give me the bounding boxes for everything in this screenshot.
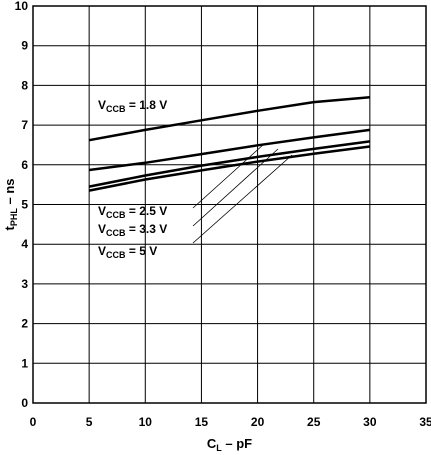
x-axis-title-main: C — [207, 436, 217, 451]
series-annotations: VCCB = 1.8 V VCCB = 2.5 V VCCB = 3.3 V VCCB… — [98, 98, 167, 260]
x-tick-labels: 0 5 10 15 20 25 30 35 — [30, 415, 431, 429]
y-axis-title-main: t — [2, 225, 17, 230]
series-line-1 — [88, 96, 371, 142]
y-axis-title: tPHL – ns — [2, 179, 19, 231]
leader-line-3 — [192, 148, 279, 227]
series-line-4 — [88, 145, 371, 192]
x-axis-title-sub: L — [216, 443, 222, 453]
series-label-1: VCCB = 1.8 V — [98, 98, 167, 114]
leader-lines — [192, 143, 293, 244]
y-tick-label: 6 — [21, 158, 28, 172]
y-axis-title-sub: PHL — [9, 208, 19, 227]
leader-line-2 — [192, 143, 265, 209]
x-tick-label: 0 — [30, 415, 37, 429]
y-tick-label: 2 — [21, 317, 28, 331]
y-tick-label: 7 — [21, 118, 28, 132]
y-tick-label: 8 — [21, 78, 28, 92]
y-tick-label: 4 — [21, 237, 28, 251]
series-label-3: VCCB = 3.3 V — [98, 222, 167, 238]
series-label-4: VCCB = 5 V — [98, 244, 157, 260]
plot-frame — [32, 5, 427, 404]
series-lines — [88, 96, 371, 192]
x-tick-label: 30 — [363, 415, 377, 429]
x-axis-title-rest: – pF — [222, 436, 252, 451]
x-tick-label: 20 — [251, 415, 265, 429]
y-tick-label: 0 — [21, 396, 28, 410]
series-label-2: VCCB = 2.5 V — [98, 204, 167, 220]
leader-line-4 — [192, 154, 293, 244]
y-tick-label: 9 — [21, 39, 28, 53]
y-tick-labels: 0 1 2 3 4 5 6 7 8 9 10 — [15, 0, 29, 410]
y-tick-label: 5 — [21, 198, 28, 212]
y-tick-label: 1 — [21, 356, 28, 370]
y-tick-label: 3 — [21, 277, 28, 291]
y-axis-title-rest: – ns — [2, 179, 17, 209]
x-tick-label: 15 — [195, 415, 209, 429]
x-axis-title: CL – pF — [207, 436, 252, 453]
x-tick-label: 25 — [307, 415, 321, 429]
x-tick-label: 35 — [419, 415, 431, 429]
x-tick-label: 10 — [139, 415, 153, 429]
series-line-2 — [88, 128, 371, 172]
grid — [33, 6, 426, 403]
y-tick-label: 10 — [15, 0, 29, 13]
x-tick-label: 5 — [86, 415, 93, 429]
series-line-3 — [88, 140, 371, 188]
